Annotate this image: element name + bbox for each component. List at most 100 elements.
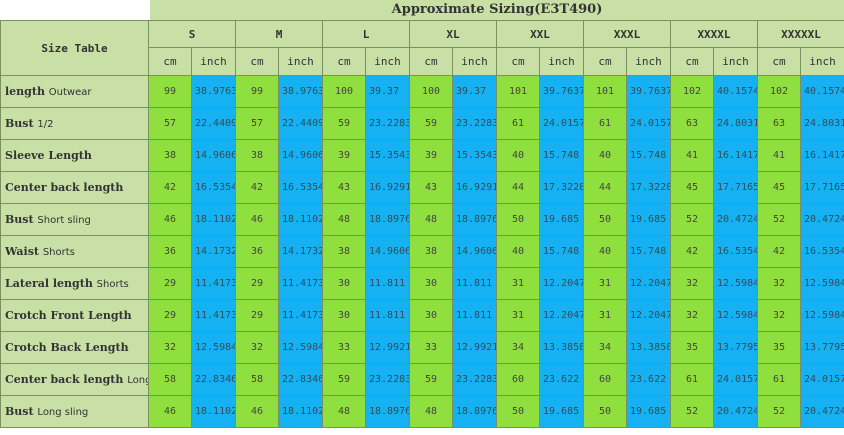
inch-value-cell: 16.1417	[713, 139, 758, 172]
table-row: Lateral length Shorts 29 11.4173 29 11.4173 3…	[0, 267, 844, 300]
measurement-label: Waist Shorts	[0, 235, 149, 268]
cm-value-cell: 38	[322, 235, 366, 268]
cm-value-cell: 35	[670, 331, 714, 364]
inch-value-cell: 12.5984	[800, 299, 844, 332]
measurement-label: Crotch Back Length	[0, 331, 149, 364]
cm-value-cell: 38	[235, 139, 279, 172]
inch-value-cell: 18.8976	[452, 395, 497, 428]
cm-value-cell: 34	[496, 331, 540, 364]
inch-value-cell: 16.5354	[800, 235, 844, 268]
inch-value-cell: 39.7637	[626, 75, 671, 108]
cm-value-cell: 31	[496, 299, 540, 332]
inch-value-cell: 20.4724	[713, 395, 758, 428]
inch-value-cell: 11.811	[452, 299, 497, 332]
size-column-header: M	[235, 20, 323, 48]
inch-value-cell: 12.2047	[539, 267, 584, 300]
inch-value-cell: 16.9291	[452, 171, 497, 204]
cm-value-cell: 48	[322, 395, 366, 428]
inch-value-cell: 24.8031	[800, 107, 844, 140]
cm-value-cell: 36	[148, 235, 192, 268]
inch-value-cell: 13.3858	[539, 331, 584, 364]
measurement-label: Center back length	[0, 171, 149, 204]
unit-header-inch: inch	[800, 47, 844, 76]
size-table: Size Table S M L XL XXL XXXL XXXXL XXXXXL cm inch c…	[0, 20, 844, 428]
cm-value-cell: 100	[409, 75, 453, 108]
inch-value-cell: 18.8976	[365, 395, 410, 428]
measurement-note: Outwear	[48, 87, 92, 98]
inch-value-cell: 12.5984	[713, 267, 758, 300]
cm-value-cell: 101	[496, 75, 540, 108]
inch-value-cell: 14.1732	[278, 235, 323, 268]
table-row: Crotch Back Length 32 12.5984 32 12.5984 33 12…	[0, 331, 844, 364]
cm-value-cell: 31	[583, 267, 627, 300]
cm-value-cell: 46	[148, 395, 192, 428]
inch-value-cell: 39.37	[365, 75, 410, 108]
inch-value-cell: 20.4724	[713, 203, 758, 236]
inch-value-cell: 14.9606	[191, 139, 236, 172]
measurement-label: Center back length Long sling	[0, 363, 149, 396]
measurement-label: length Outwear	[0, 75, 149, 108]
inch-value-cell: 16.5354	[278, 171, 323, 204]
cm-value-cell: 50	[496, 203, 540, 236]
cm-value-cell: 29	[148, 267, 192, 300]
unit-header-inch: inch	[278, 47, 323, 76]
cm-value-cell: 52	[670, 203, 714, 236]
cm-value-cell: 42	[670, 235, 714, 268]
cm-value-cell: 32	[757, 299, 801, 332]
cm-value-cell: 31	[496, 267, 540, 300]
inch-value-cell: 40.1574	[800, 75, 844, 108]
cm-value-cell: 33	[409, 331, 453, 364]
unit-header-cm: cm	[235, 47, 279, 76]
cm-value-cell: 59	[322, 107, 366, 140]
cm-value-cell: 100	[322, 75, 366, 108]
inch-value-cell: 23.2283	[452, 363, 497, 396]
inch-value-cell: 20.4724	[800, 203, 844, 236]
measurement-note: 1/2	[37, 119, 54, 130]
measurement-name: length	[5, 85, 45, 98]
inch-value-cell: 23.622	[626, 363, 671, 396]
inch-value-cell: 16.9291	[365, 171, 410, 204]
inch-value-cell: 22.4409	[191, 107, 236, 140]
size-column-header: XXXXL	[670, 20, 758, 48]
cm-value-cell: 46	[235, 203, 279, 236]
size-column-header: XL	[409, 20, 497, 48]
inch-value-cell: 18.1102	[278, 395, 323, 428]
inch-value-cell: 38.9763	[278, 75, 323, 108]
inch-value-cell: 15.748	[626, 235, 671, 268]
inch-value-cell: 12.2047	[626, 267, 671, 300]
cm-value-cell: 61	[496, 107, 540, 140]
inch-value-cell: 19.685	[626, 395, 671, 428]
cm-value-cell: 61	[583, 107, 627, 140]
inch-value-cell: 11.4173	[191, 299, 236, 332]
cm-value-cell: 32	[235, 331, 279, 364]
inch-value-cell: 23.2283	[365, 363, 410, 396]
size-column-header: XXXXXL	[757, 20, 844, 48]
cm-value-cell: 30	[322, 267, 366, 300]
cm-value-cell: 32	[757, 267, 801, 300]
measurement-name: Crotch Front Length	[5, 309, 132, 322]
cm-value-cell: 35	[757, 331, 801, 364]
inch-value-cell: 23.622	[539, 363, 584, 396]
table-row: Sleeve Length 38 14.9606 38 14.9606 39 15.3543…	[0, 139, 844, 172]
cm-value-cell: 43	[409, 171, 453, 204]
inch-value-cell: 13.7795	[713, 331, 758, 364]
cm-value-cell: 40	[496, 235, 540, 268]
cm-value-cell: 101	[583, 75, 627, 108]
cm-value-cell: 41	[670, 139, 714, 172]
cm-value-cell: 42	[757, 235, 801, 268]
measurement-label: Bust 1/2	[0, 107, 149, 140]
cm-value-cell: 63	[670, 107, 714, 140]
cm-value-cell: 30	[409, 267, 453, 300]
inch-value-cell: 17.7165	[800, 171, 844, 204]
inch-value-cell: 24.8031	[713, 107, 758, 140]
cm-value-cell: 40	[583, 235, 627, 268]
measurement-note: Long sling	[37, 407, 89, 418]
cm-value-cell: 41	[757, 139, 801, 172]
cm-value-cell: 61	[757, 363, 801, 396]
inch-value-cell: 17.7165	[713, 171, 758, 204]
cm-value-cell: 61	[670, 363, 714, 396]
table-row: Bust 1/2 57 22.4409 57 22.4409 59 23.2283 59 23.…	[0, 107, 844, 140]
cm-value-cell: 102	[670, 75, 714, 108]
inch-value-cell: 18.8976	[452, 203, 497, 236]
cm-value-cell: 45	[670, 171, 714, 204]
